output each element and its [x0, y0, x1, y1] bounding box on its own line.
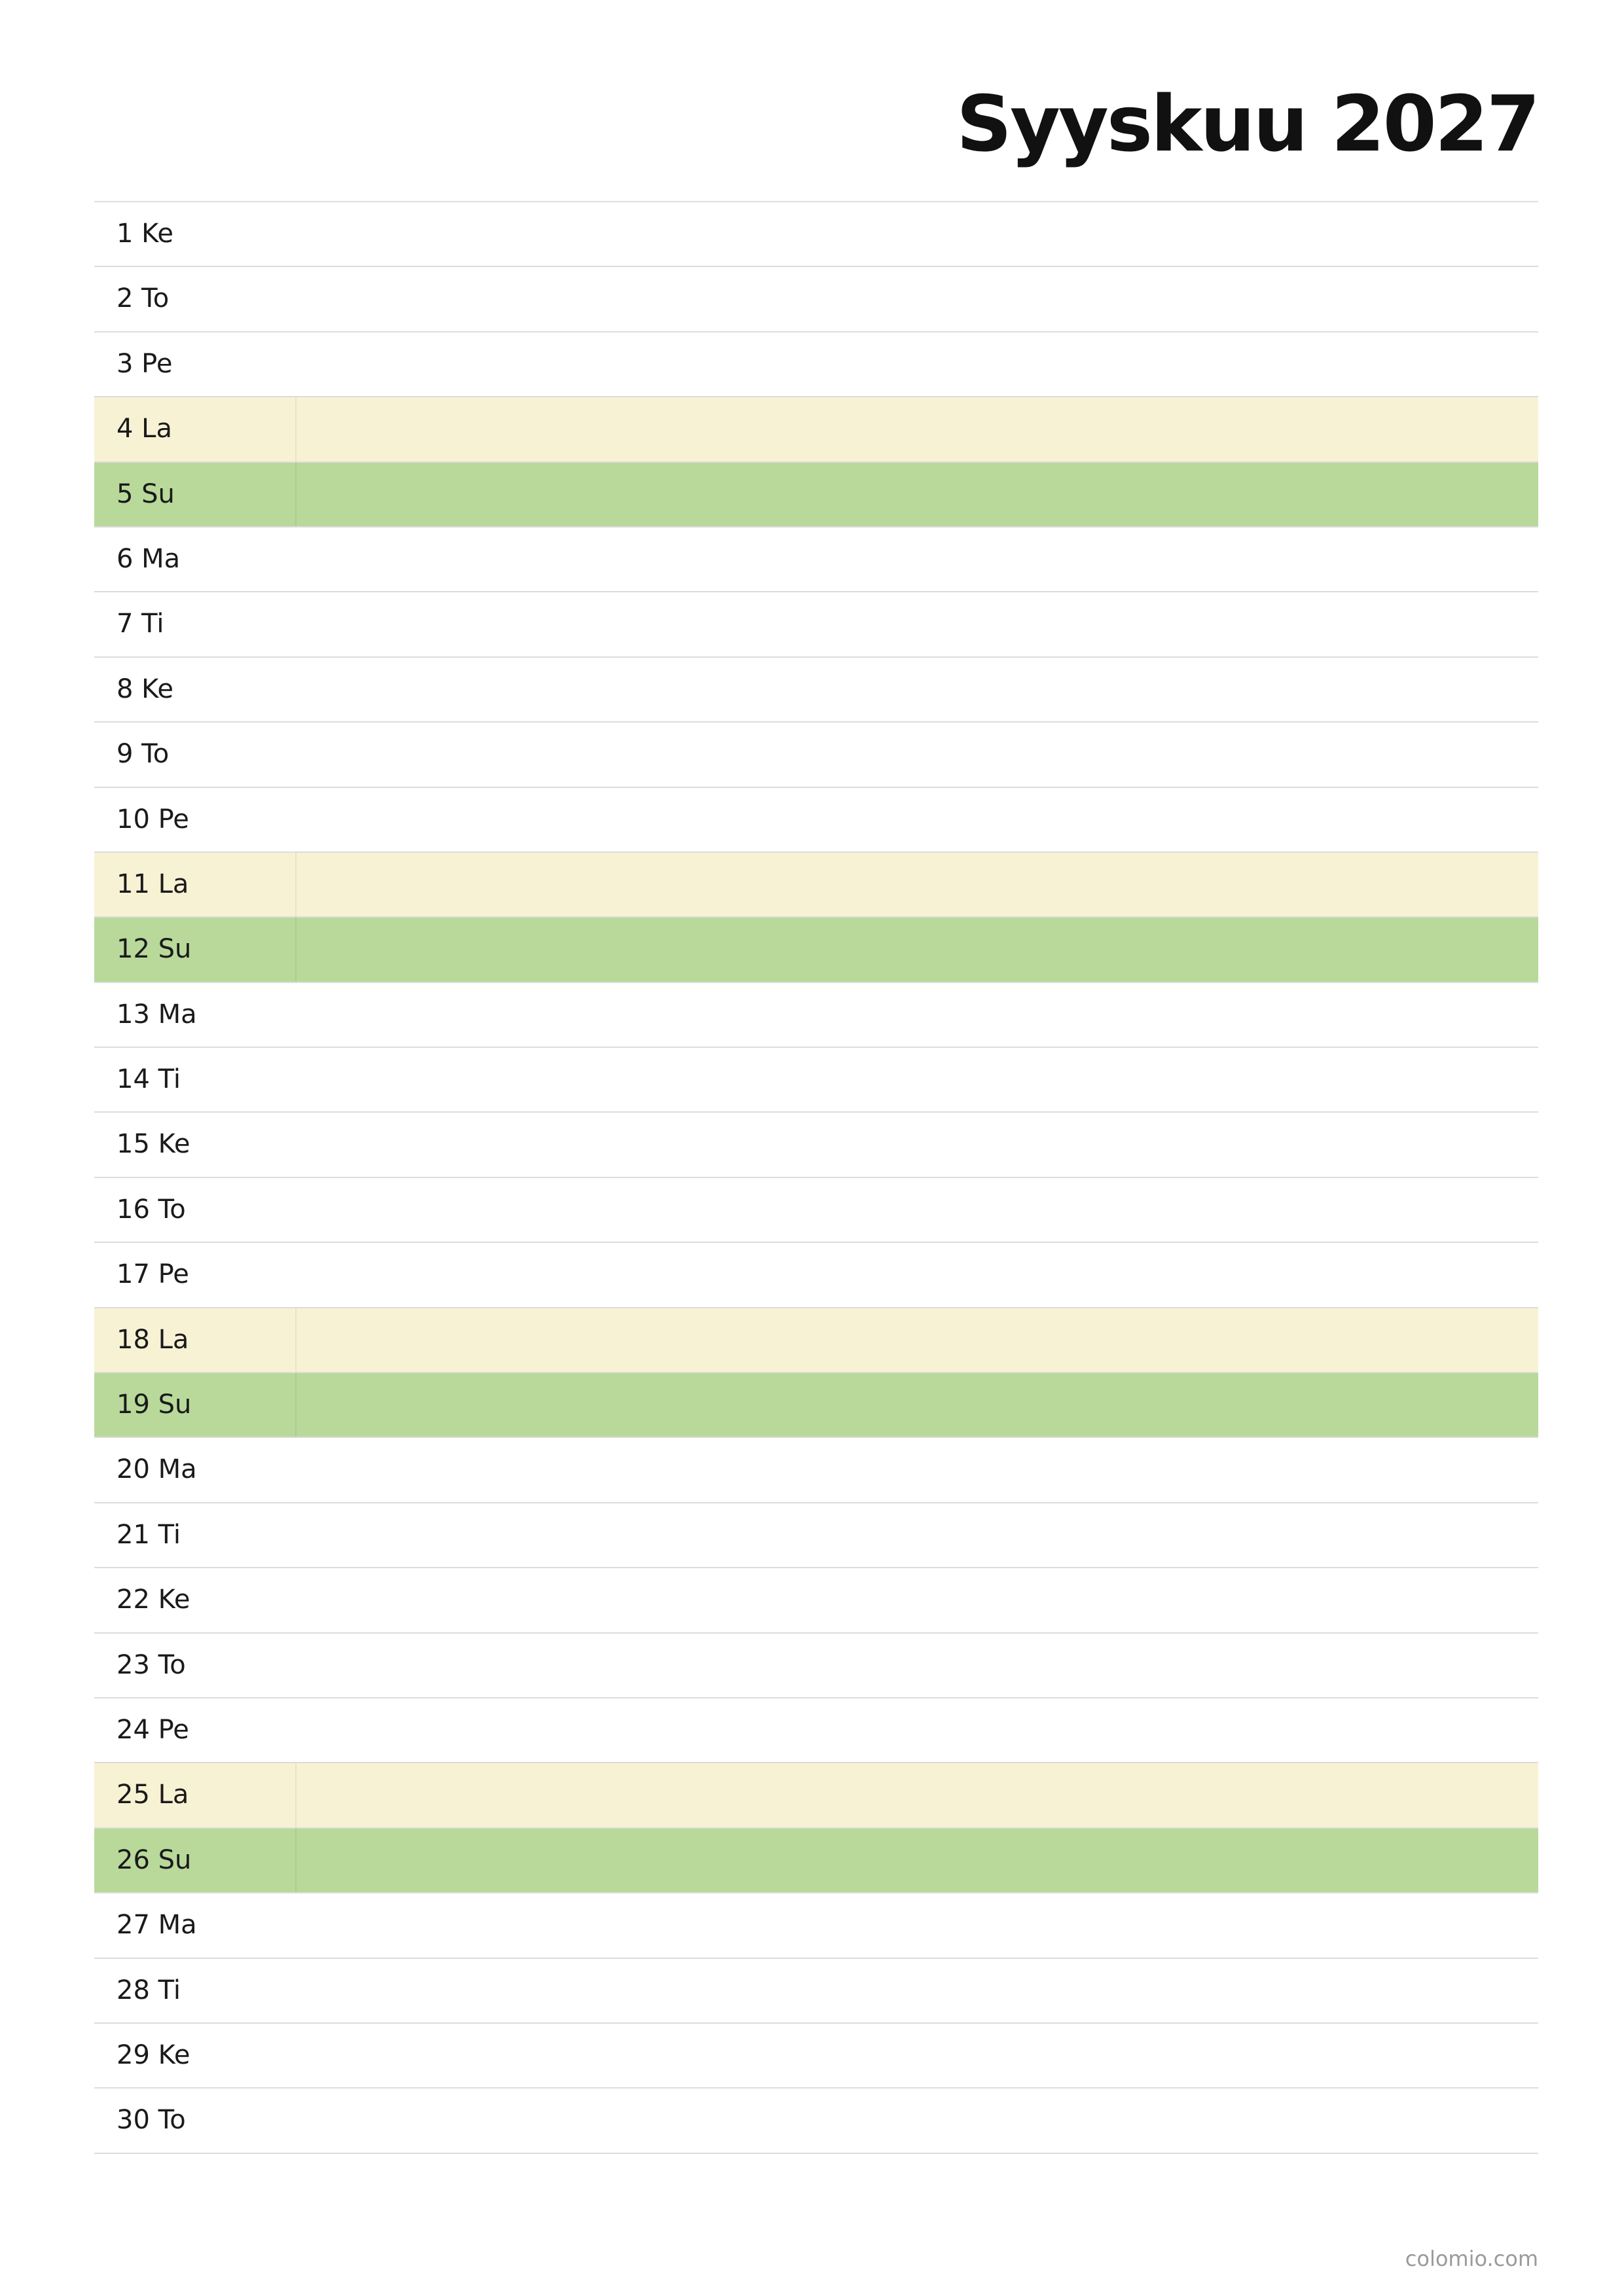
- day-row: 25 La: [94, 1763, 1538, 1829]
- day-row: 2 To: [94, 267, 1538, 332]
- day-row: 12 Su: [94, 918, 1538, 983]
- day-label: 27 Ma: [117, 1910, 197, 1941]
- day-label: 17 Pe: [117, 1259, 189, 1290]
- day-row: 17 Pe: [94, 1243, 1538, 1308]
- day-label: 6 Ma: [117, 543, 181, 574]
- day-row: 19 Su: [94, 1373, 1538, 1439]
- day-label: 24 Pe: [117, 1714, 189, 1745]
- day-label: 13 Ma: [117, 999, 197, 1030]
- column-divider: [295, 397, 297, 461]
- day-label: 26 Su: [117, 1844, 192, 1875]
- day-row: 24 Pe: [94, 1698, 1538, 1764]
- day-table: 1 Ke 2 To 3 Pe 4 La 5 Su 6 Ma 7 Ti 8 Ke 9 To 10 P…: [94, 201, 1538, 2154]
- day-label: 2 To: [117, 283, 170, 314]
- day-label: 10 Pe: [117, 804, 189, 834]
- day-row: 21 Ti: [94, 1503, 1538, 1569]
- day-row: 15 Ke: [94, 1113, 1538, 1178]
- day-row: 18 La: [94, 1308, 1538, 1374]
- day-row: 28 Ti: [94, 1959, 1538, 2024]
- day-label: 8 Ke: [117, 673, 174, 704]
- day-label: 1 Ke: [117, 219, 174, 249]
- column-divider: [295, 1308, 297, 1372]
- day-row: 3 Pe: [94, 332, 1538, 398]
- day-label: 5 Su: [117, 478, 175, 509]
- column-divider: [295, 1373, 297, 1437]
- day-row: 8 Ke: [94, 658, 1538, 723]
- day-label: 3 Pe: [117, 348, 173, 379]
- day-row: 6 Ma: [94, 528, 1538, 593]
- day-row: 29 Ke: [94, 2024, 1538, 2089]
- day-label: 4 La: [117, 414, 172, 444]
- day-row: 23 To: [94, 1634, 1538, 1698]
- day-row: 27 Ma: [94, 1893, 1538, 1959]
- day-label: 11 La: [117, 869, 189, 899]
- day-label: 7 Ti: [117, 609, 164, 639]
- day-row: 13 Ma: [94, 983, 1538, 1049]
- day-row: 16 To: [94, 1178, 1538, 1244]
- day-row: 9 To: [94, 723, 1538, 788]
- column-divider: [295, 918, 297, 982]
- column-divider: [295, 1828, 297, 1893]
- footer-text: colomio.com: [1405, 2246, 1538, 2271]
- day-label: 20 Ma: [117, 1454, 197, 1485]
- day-row: 30 To: [94, 2089, 1538, 2154]
- day-label: 14 Ti: [117, 1064, 181, 1095]
- day-label: 9 To: [117, 739, 170, 770]
- day-row: 11 La: [94, 852, 1538, 918]
- day-label: 22 Ke: [117, 1585, 190, 1615]
- day-label: 23 To: [117, 1649, 186, 1680]
- day-row: 14 Ti: [94, 1048, 1538, 1113]
- day-label: 12 Su: [117, 934, 192, 965]
- column-divider: [295, 1763, 297, 1827]
- day-label: 29 Ke: [117, 2039, 190, 2070]
- page-title: Syyskuu 2027: [956, 79, 1540, 169]
- day-row: 5 Su: [94, 462, 1538, 528]
- day-row: 4 La: [94, 397, 1538, 463]
- column-divider: [295, 462, 297, 526]
- day-row: 7 Ti: [94, 592, 1538, 658]
- day-label: 30 To: [117, 2105, 186, 2136]
- day-row: 26 Su: [94, 1828, 1538, 1894]
- day-label: 15 Ke: [117, 1129, 190, 1160]
- day-row: 20 Ma: [94, 1438, 1538, 1503]
- day-row: 1 Ke: [94, 202, 1538, 268]
- day-label: 19 Su: [117, 1390, 192, 1420]
- day-row: 10 Pe: [94, 788, 1538, 853]
- day-label: 16 To: [117, 1194, 186, 1225]
- column-divider: [295, 852, 297, 917]
- day-label: 28 Ti: [117, 1975, 181, 2005]
- day-label: 18 La: [117, 1324, 189, 1355]
- day-row: 22 Ke: [94, 1568, 1538, 1634]
- day-label: 25 La: [117, 1780, 189, 1810]
- day-label: 21 Ti: [117, 1519, 181, 1550]
